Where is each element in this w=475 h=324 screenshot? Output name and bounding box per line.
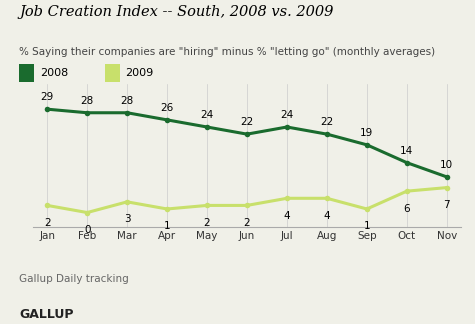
Text: 24: 24 xyxy=(280,110,294,120)
Text: 2: 2 xyxy=(204,218,210,228)
Text: 22: 22 xyxy=(320,117,333,127)
Text: Gallup Daily tracking: Gallup Daily tracking xyxy=(19,274,129,284)
Text: 24: 24 xyxy=(200,110,214,120)
Text: 6: 6 xyxy=(403,204,410,214)
Text: 2: 2 xyxy=(44,218,50,228)
Text: 10: 10 xyxy=(440,160,453,170)
Text: 28: 28 xyxy=(81,96,94,106)
Text: 2: 2 xyxy=(244,218,250,228)
Text: 29: 29 xyxy=(40,92,54,102)
Text: 4: 4 xyxy=(323,211,330,221)
Text: 14: 14 xyxy=(400,146,413,156)
Text: Job Creation Index -- South, 2008 vs. 2009: Job Creation Index -- South, 2008 vs. 20… xyxy=(19,5,333,19)
Text: 3: 3 xyxy=(124,214,131,224)
Text: 2009: 2009 xyxy=(125,68,153,78)
Text: % Saying their companies are "hiring" minus % "letting go" (monthly averages): % Saying their companies are "hiring" mi… xyxy=(19,47,435,57)
Text: 19: 19 xyxy=(360,128,373,138)
Text: 4: 4 xyxy=(284,211,290,221)
Text: 2008: 2008 xyxy=(40,68,68,78)
Text: 28: 28 xyxy=(121,96,134,106)
Text: 22: 22 xyxy=(240,117,254,127)
Text: 26: 26 xyxy=(161,103,174,113)
Text: GALLUP: GALLUP xyxy=(19,308,74,321)
Text: 1: 1 xyxy=(164,222,171,231)
Text: 0: 0 xyxy=(84,225,90,235)
Text: 1: 1 xyxy=(363,222,370,231)
Text: 7: 7 xyxy=(444,200,450,210)
